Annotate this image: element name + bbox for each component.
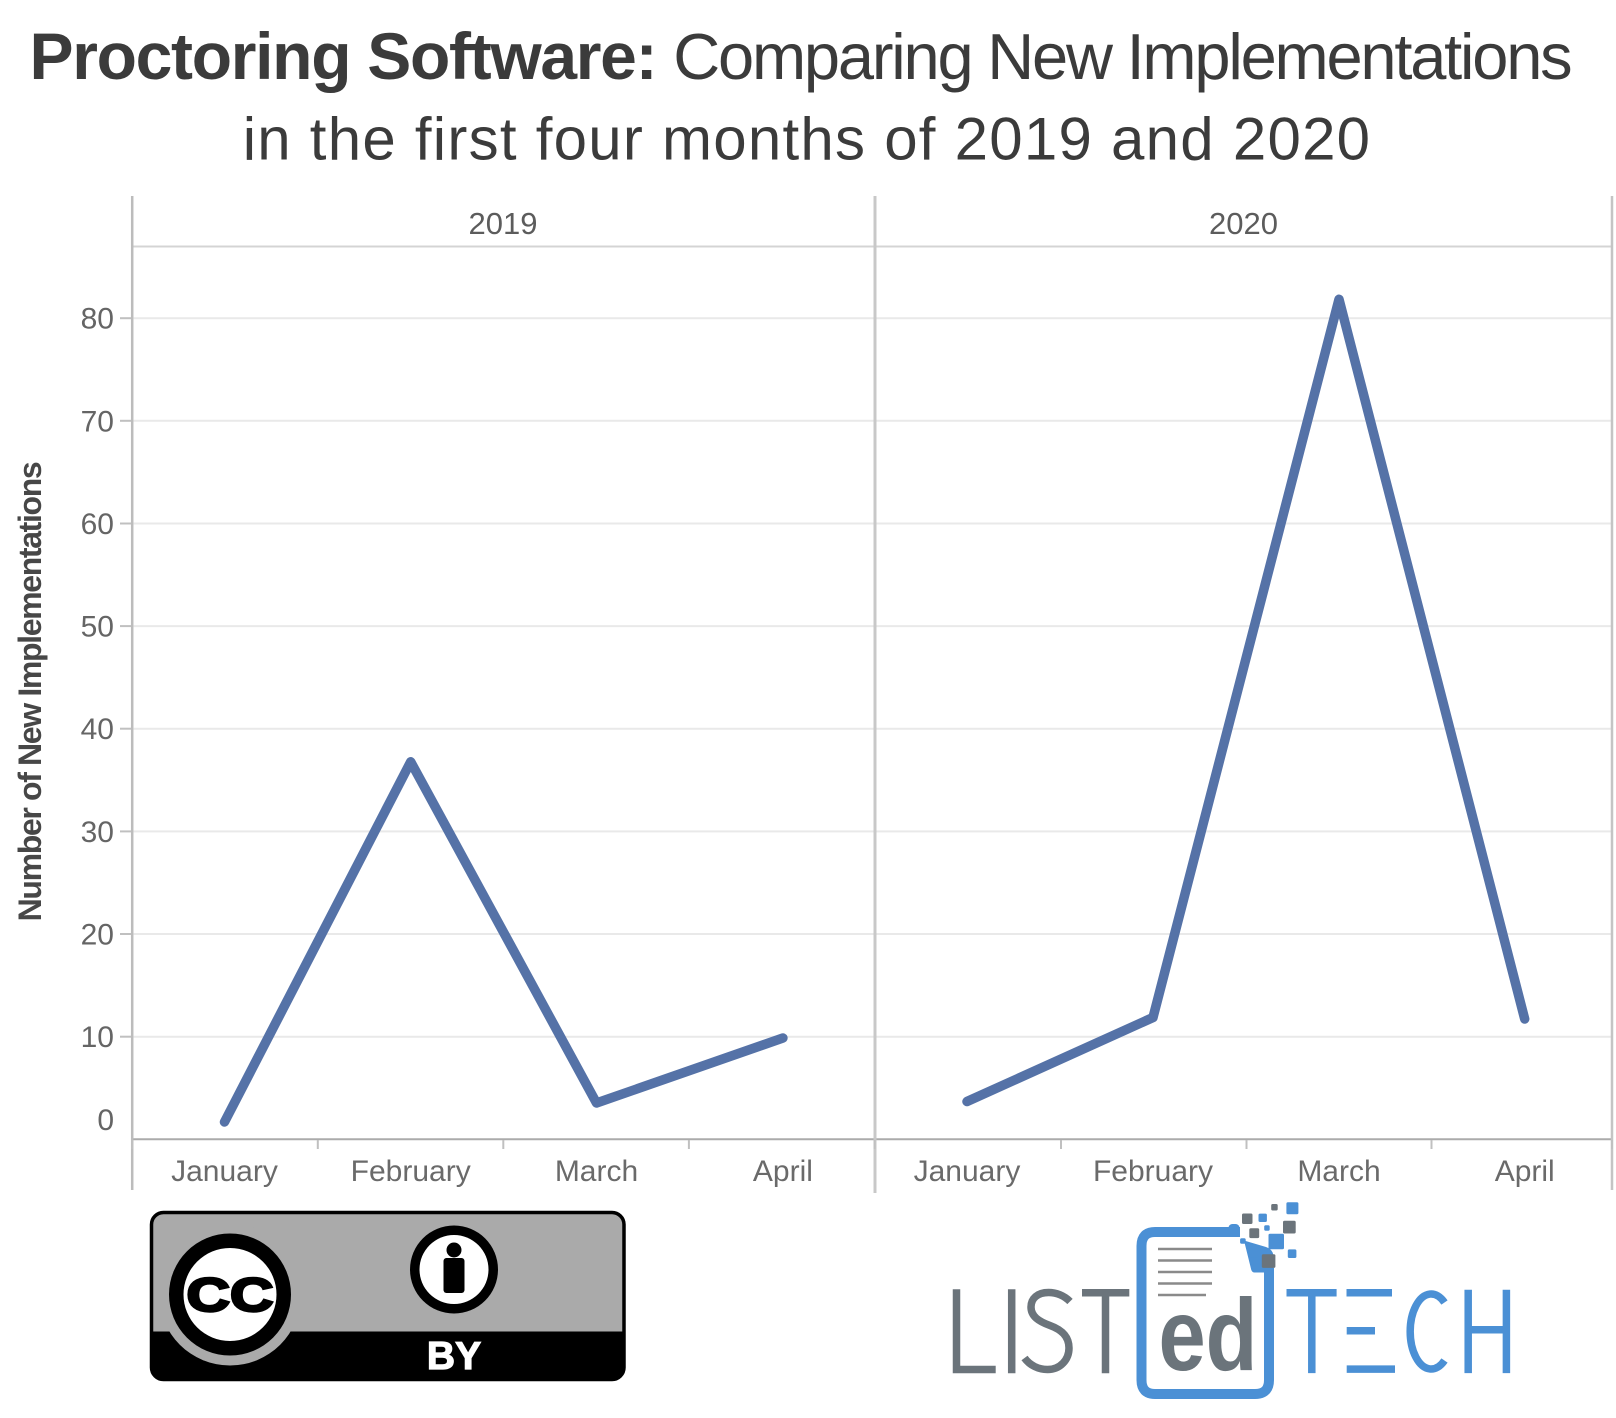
svg-text:30: 30 — [81, 816, 114, 849]
svg-text:60: 60 — [81, 508, 114, 541]
svg-text:2020: 2020 — [1209, 206, 1278, 241]
svg-text:ed: ed — [1159, 1278, 1258, 1392]
svg-text:70: 70 — [81, 405, 114, 438]
svg-text:in the first four months of 20: in the first four months of 2019 and 202… — [243, 106, 1372, 173]
svg-text:April: April — [1495, 1155, 1555, 1188]
svg-text:BY: BY — [427, 1335, 481, 1378]
svg-text:March: March — [555, 1155, 638, 1188]
svg-text:February: February — [1093, 1155, 1213, 1188]
svg-text:2019: 2019 — [469, 206, 538, 241]
svg-text:January: January — [171, 1155, 278, 1188]
svg-text:10: 10 — [81, 1021, 114, 1054]
svg-text:Proctoring Software: Comparing: Proctoring Software: Comparing New Imple… — [30, 19, 1572, 93]
svg-text:February: February — [351, 1155, 471, 1188]
svg-text:CC: CC — [187, 1268, 274, 1321]
svg-text:March: March — [1297, 1155, 1380, 1188]
svg-text:50: 50 — [81, 611, 114, 644]
svg-text:40: 40 — [81, 713, 114, 746]
svg-text:Number of New Implementations: Number of New Implementations — [12, 462, 48, 921]
svg-text:January: January — [914, 1155, 1021, 1188]
svg-text:80: 80 — [81, 303, 114, 336]
svg-text:0: 0 — [97, 1104, 114, 1137]
svg-text:April: April — [753, 1155, 813, 1188]
svg-text:20: 20 — [81, 919, 114, 952]
